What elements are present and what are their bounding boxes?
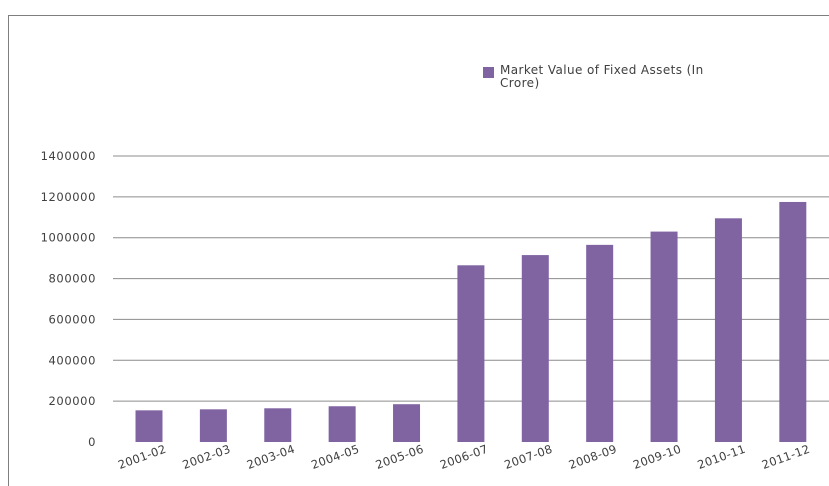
bar-2004-05 xyxy=(328,406,356,442)
bar-2007-08 xyxy=(521,255,549,442)
x-tick-label: 2003-04 xyxy=(245,442,297,472)
bar-2002-03 xyxy=(199,409,227,442)
x-tick-label: 2011-12 xyxy=(760,442,812,472)
x-tick-label: 2009-10 xyxy=(631,442,683,472)
x-tick-label: 2001-02 xyxy=(116,442,168,472)
bar-2010-11 xyxy=(714,218,742,442)
bar-2001-02 xyxy=(135,410,163,442)
legend: Market Value of Fixed Assets (In Crore) xyxy=(483,64,783,90)
y-tick-label: 1400000 xyxy=(41,149,96,163)
bar-2003-04 xyxy=(264,408,292,442)
y-tick-label: 600000 xyxy=(49,312,97,326)
y-tick-label: 1000000 xyxy=(41,231,96,245)
x-tick-label: 2008-09 xyxy=(567,442,619,472)
x-tick-label: 2004-05 xyxy=(309,442,361,472)
bar-2011-12 xyxy=(779,201,807,442)
chart-frame xyxy=(8,15,829,486)
x-tick-label: 2010-11 xyxy=(696,442,748,472)
y-tick-label: 0 xyxy=(88,435,96,449)
bar-2006-07 xyxy=(457,265,485,442)
x-axis-tick-labels: 2001-02 2002-03 2003-04 2004-05 2005-06 2006-… xyxy=(116,442,812,472)
legend-label: Market Value of Fixed Assets (In Crore) xyxy=(500,63,704,90)
bar-2009-10 xyxy=(650,231,678,442)
legend-swatch xyxy=(483,67,494,78)
y-tick-label: 200000 xyxy=(49,394,97,408)
y-tick-label: 400000 xyxy=(49,353,97,367)
bar-2008-09 xyxy=(586,244,614,442)
x-tick-label: 2006-07 xyxy=(438,442,490,472)
y-axis-tick-labels: 0 200000 400000 600000 800000 1000000 1200000 1… xyxy=(41,149,96,449)
bar-2005-06 xyxy=(393,404,421,442)
x-tick-label: 2005-06 xyxy=(374,442,426,472)
y-tick-label: 1200000 xyxy=(41,190,96,204)
x-tick-label: 2007-08 xyxy=(502,442,554,472)
bars xyxy=(135,201,807,442)
x-tick-label: 2002-03 xyxy=(180,442,232,472)
y-tick-label: 800000 xyxy=(49,272,97,286)
